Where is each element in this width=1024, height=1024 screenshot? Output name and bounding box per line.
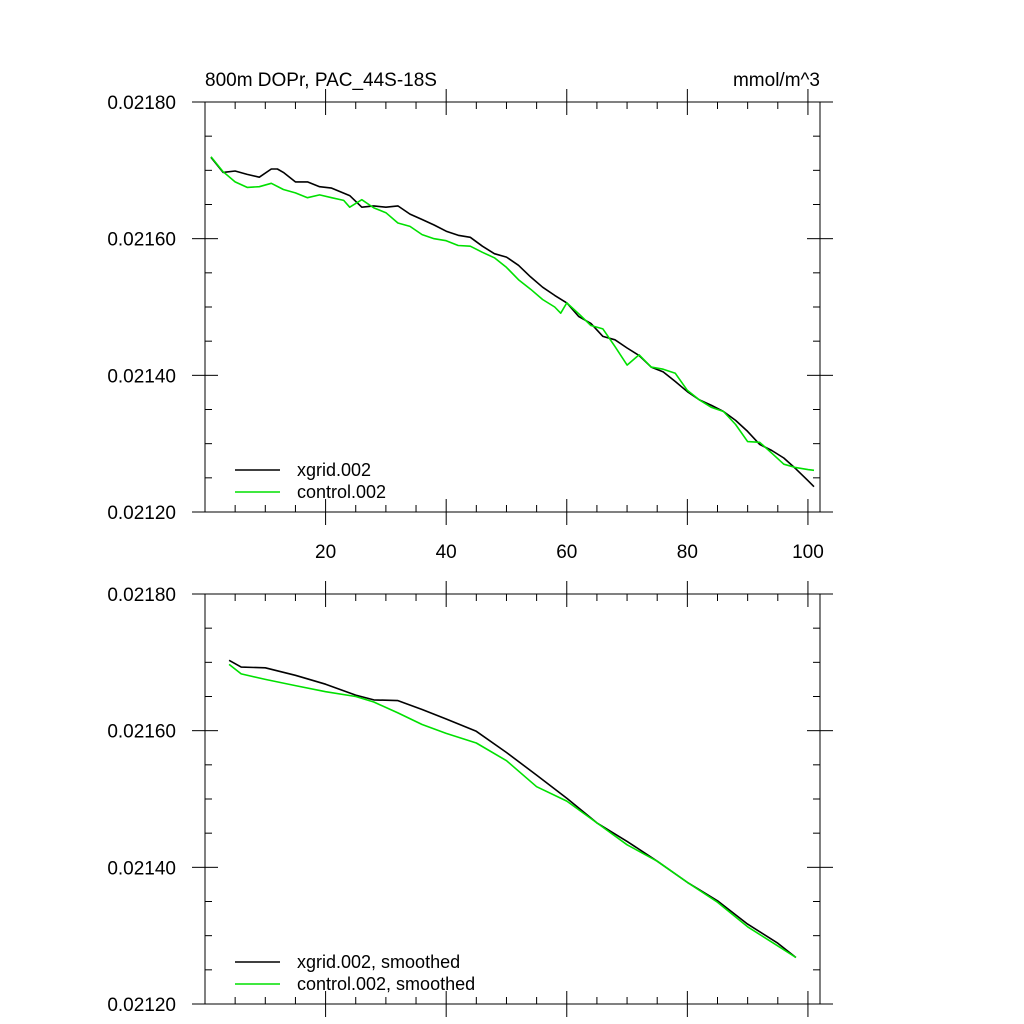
y-tick-label: 0.02120 [107,503,176,524]
chart-title: 800m DOPr, PAC_44S-18S [205,70,437,91]
y-tick-label: 0.02120 [107,995,176,1016]
y-tick-label: 0.02180 [107,93,176,114]
series-line-control-002-smoothed [228,663,797,959]
plot-frame [204,593,821,1005]
legend-label: xgrid.002, smoothed [297,952,460,972]
legend-label: xgrid.002 [297,460,371,480]
x-tick-label: 60 [556,542,577,563]
y-axis-tick-labels: 0.02120 0.02140 0.02160 0.02180 [107,585,176,1016]
axis-ticks [192,89,833,525]
x-tick-label: 100 [792,542,824,563]
y-tick-label: 0.02140 [107,858,176,879]
y-tick-label: 0.02140 [107,366,176,387]
x-axis-tick-labels: 20 40 60 80 100 [315,542,824,563]
top-panel: 800m DOPr, PAC_44S-18S mmol/m^3 0.021200… [107,70,833,563]
series-line-control-002 [210,156,815,472]
units-label: mmol/m^3 [733,70,820,91]
y-tick-label: 0.02160 [107,722,176,743]
series-lines [210,156,815,488]
series-lines [228,659,797,959]
series-line-xgrid-002 [210,156,815,488]
legend-label: control.002, smoothed [297,974,475,994]
x-tick-label: 40 [436,542,457,563]
y-tick-label: 0.02160 [107,230,176,251]
bottom-panel: 0.02120 0.02140 0.02160 0.02180 xgrid.002, … [107,581,833,1017]
legend-label: control.002 [297,482,386,502]
x-tick-label: 80 [677,542,698,563]
series-line-xgrid-002-smoothed [228,659,797,959]
y-tick-label: 0.02180 [107,585,176,606]
x-tick-label: 20 [315,542,336,563]
plot-frame [204,101,821,513]
y-axis-tick-labels: 0.02120 0.02140 0.02160 0.02180 [107,93,176,524]
axis-ticks [192,581,833,1017]
